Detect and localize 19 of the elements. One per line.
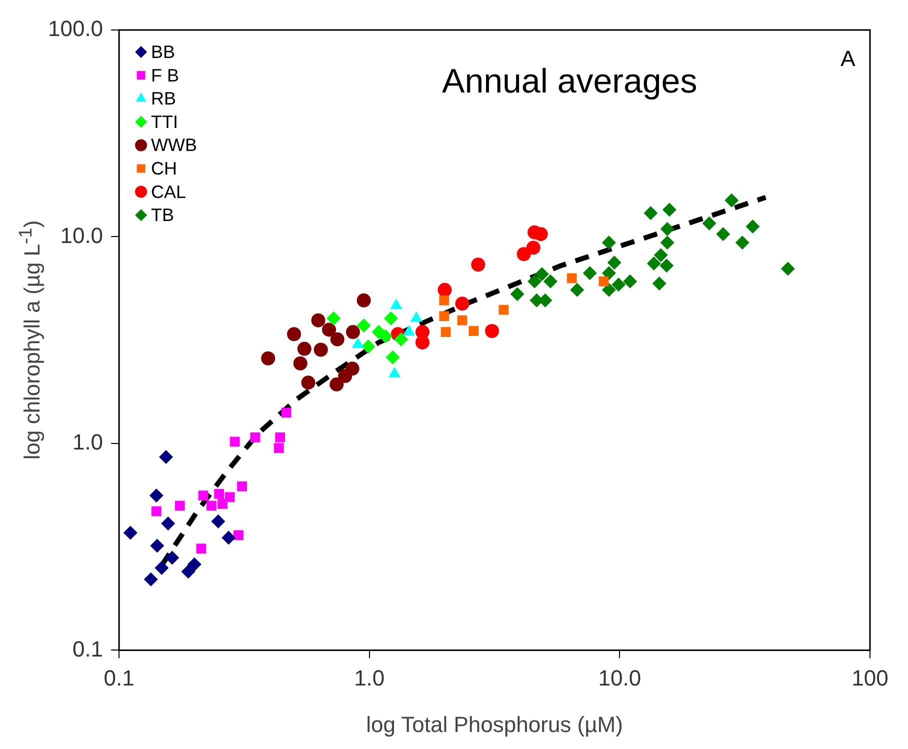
y-tick-label: 100.0 <box>48 16 104 42</box>
y-tick-label: 0.1 <box>72 636 104 662</box>
legend-label: TB <box>151 205 174 226</box>
x-axis-title: log Total Phosphorus (µM) <box>366 712 623 737</box>
annotation: A <box>840 46 856 72</box>
y-tick-label: 1.0 <box>72 430 104 455</box>
legend-label: RB <box>151 88 176 109</box>
legend-label: TTI <box>151 112 178 132</box>
y-tick-label: 10.0 <box>60 222 104 248</box>
legend-label: BB <box>151 42 176 62</box>
legend-label: CH <box>151 158 178 178</box>
annotation: Annual averages <box>442 62 698 100</box>
legend-label: CAL <box>151 182 186 202</box>
x-tick-label: 10.0 <box>598 665 642 690</box>
legend-label: WWB <box>151 135 198 156</box>
x-tick-label: 100 <box>852 665 888 690</box>
legend-label: F B <box>151 65 180 86</box>
x-tick-label: 0.1 <box>104 665 134 690</box>
x-tick-label: 1.0 <box>354 665 385 690</box>
